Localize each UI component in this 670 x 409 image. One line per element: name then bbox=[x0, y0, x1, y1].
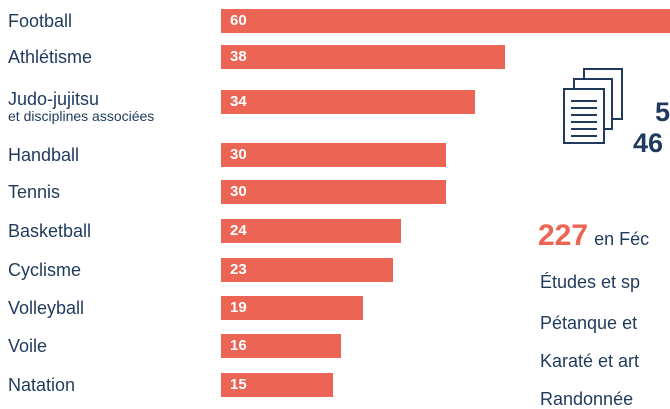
stat-top-value: 5 bbox=[655, 97, 670, 127]
bar-value-label: 38 bbox=[230, 48, 247, 65]
bar-value-label: 60 bbox=[230, 12, 247, 29]
category-label-main: Judo-jujitsu bbox=[8, 89, 100, 109]
bar: 38 bbox=[221, 45, 505, 69]
federations-line: 227 en Féc bbox=[538, 219, 649, 253]
documents-icon bbox=[563, 68, 623, 144]
bar: 16 bbox=[221, 334, 341, 358]
category-label: Natation bbox=[8, 375, 76, 395]
other-sport-item: Randonnée bbox=[540, 389, 634, 409]
bar-value-label: 16 bbox=[230, 337, 247, 354]
other-sport-item: Pétanque et bbox=[540, 313, 638, 333]
bar: 30 bbox=[221, 143, 446, 167]
category-label: Judo-jujitsu et disciplines associées bbox=[8, 89, 154, 123]
category-label: Cyclisme bbox=[8, 260, 82, 280]
bar-value-label: 15 bbox=[230, 376, 247, 393]
federations-text: en Féc bbox=[594, 229, 650, 249]
category-label: Volleyball bbox=[8, 298, 85, 318]
bar-value-label: 30 bbox=[230, 146, 247, 163]
bar: 15 bbox=[221, 373, 333, 397]
bar: 30 bbox=[221, 180, 446, 204]
category-sublabel: et disciplines associées bbox=[8, 108, 155, 124]
bar: 23 bbox=[221, 258, 393, 282]
bar: 34 bbox=[221, 90, 475, 114]
category-label: Basketball bbox=[8, 221, 92, 241]
other-sport-item: Karaté et art bbox=[540, 351, 640, 371]
bar: 60 bbox=[221, 9, 670, 33]
other-sport-item: Études et sp bbox=[540, 272, 641, 292]
federations-count: 227 bbox=[538, 219, 589, 252]
category-label: Handball bbox=[8, 145, 80, 165]
bar-value-label: 34 bbox=[230, 93, 247, 110]
bar-value-label: 19 bbox=[230, 299, 247, 316]
category-label: Athlétisme bbox=[8, 47, 93, 67]
bar-value-label: 24 bbox=[230, 222, 247, 239]
category-label: Football bbox=[8, 11, 73, 31]
bar-value-label: 30 bbox=[230, 183, 247, 200]
bar: 24 bbox=[221, 219, 401, 243]
bar-value-label: 23 bbox=[230, 261, 247, 278]
category-label: Tennis bbox=[8, 182, 61, 202]
stat-bottom-value: 46 bbox=[633, 128, 664, 158]
bar: 19 bbox=[221, 296, 363, 320]
category-label: Voile bbox=[8, 336, 48, 356]
